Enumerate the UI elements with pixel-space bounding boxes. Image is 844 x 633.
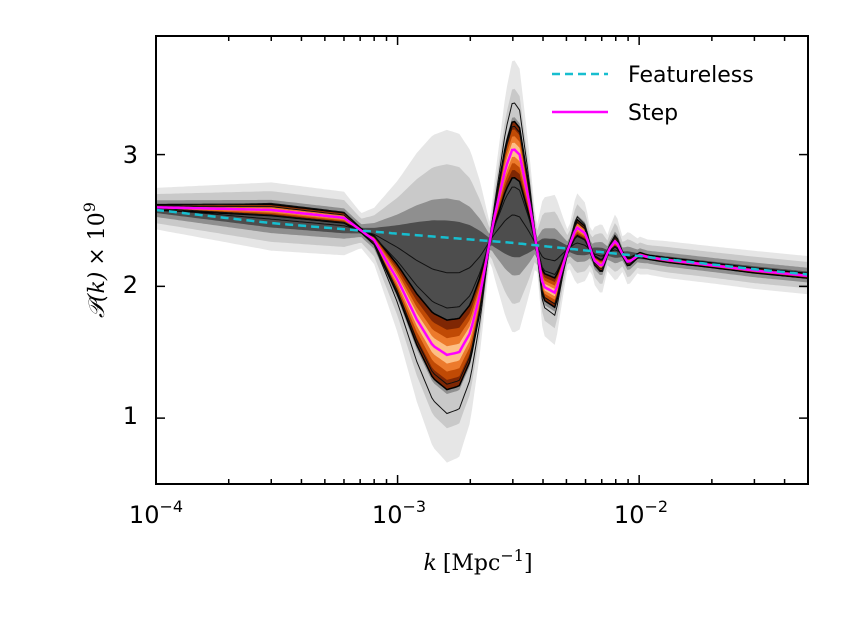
y-tick-label-1: 1 — [123, 402, 138, 430]
y-tick-label-3: 3 — [123, 141, 138, 169]
x-tick-label-1e-3: 10−3 — [372, 497, 426, 529]
y-axis-label: 𝒫(k)× 109 — [80, 202, 110, 318]
x-tick-label-1e-4: 10−4 — [129, 497, 183, 529]
axis-ticks — [155, 36, 809, 484]
legend: Featureless Step — [552, 63, 754, 126]
confidence-bands — [156, 60, 808, 463]
series-lines — [156, 148, 808, 357]
legend-label-featureless: Featureless — [628, 63, 754, 88]
x-tick-label-1e-2: 10−2 — [614, 497, 668, 529]
x-axis-label: k [Mpc−1] — [423, 546, 532, 576]
plot-frame — [155, 35, 809, 485]
series-line-featureless — [156, 208, 808, 276]
legend-label-step: Step — [628, 101, 678, 126]
y-tick-label-2: 2 — [123, 271, 138, 299]
